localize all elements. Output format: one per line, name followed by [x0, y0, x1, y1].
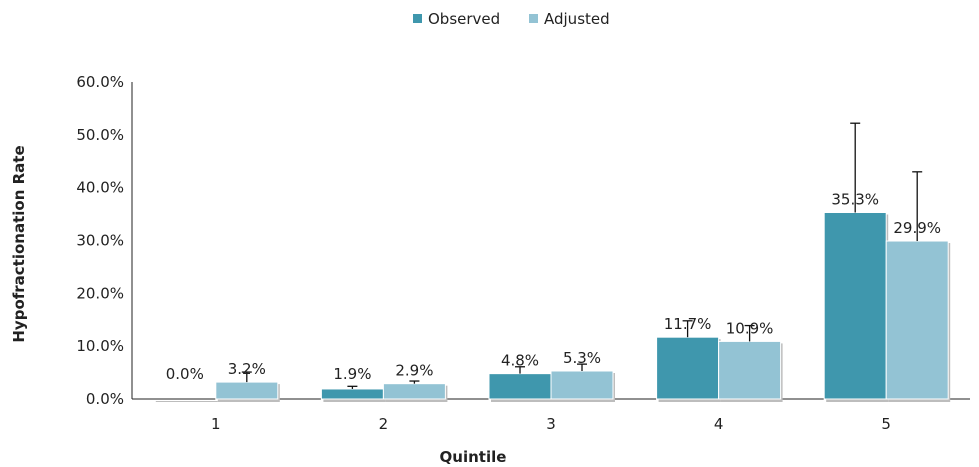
y-axis: 0.0% 10.0% 20.0% 30.0% 40.0% 50.0% 60.0% — [76, 73, 133, 408]
x-axis: 1 2 3 4 5 — [132, 398, 970, 433]
y-axis-title: Hypofractionation Rate — [10, 145, 28, 342]
y-tick-label: 20.0% — [76, 284, 124, 302]
x-tick-label: 3 — [546, 415, 556, 433]
y-tick-label: 10.0% — [76, 337, 124, 355]
data-label: 35.3% — [831, 190, 879, 208]
bar-adjusted — [885, 240, 949, 400]
y-tick-label: 30.0% — [76, 232, 124, 250]
y-tick-label: 50.0% — [76, 126, 124, 144]
data-label: 2.9% — [395, 362, 433, 380]
legend-swatch — [529, 14, 538, 23]
x-tick-label: 5 — [881, 415, 891, 433]
bar-observed — [823, 211, 887, 400]
data-label: 11.7% — [664, 315, 712, 333]
bar-shadow — [155, 401, 218, 402]
bars: 0.0% 1.9% 4.8% 11.7% 35.3% 3.2% 2.9% 5.3% 10.9% 2… — [155, 122, 951, 402]
bar-adjusted — [550, 370, 614, 400]
bar-adjusted — [382, 383, 446, 400]
data-label: 3.2% — [228, 360, 266, 378]
x-tick-label: 1 — [211, 415, 221, 433]
legend-label: Observed — [428, 10, 500, 28]
legend: Observed Adjusted — [413, 10, 610, 28]
x-tick-label: 2 — [379, 415, 389, 433]
legend-swatch — [413, 14, 422, 23]
data-label: 1.9% — [333, 365, 371, 383]
bar-adjusted — [718, 340, 782, 400]
data-label: 0.0% — [166, 365, 204, 383]
data-label: 10.9% — [726, 319, 774, 337]
bar-observed — [656, 336, 720, 400]
y-tick-label: 40.0% — [76, 179, 124, 197]
x-tick-label: 4 — [714, 415, 724, 433]
y-tick-label: 60.0% — [76, 73, 124, 91]
bar-observed — [488, 373, 552, 400]
data-label: 4.8% — [501, 352, 539, 370]
y-tick-label: 0.0% — [86, 390, 124, 408]
data-label: 29.9% — [893, 219, 941, 237]
bar-observed — [320, 388, 384, 400]
data-label: 5.3% — [563, 349, 601, 367]
x-axis-title: Quintile — [440, 448, 507, 466]
legend-label: Adjusted — [544, 10, 610, 28]
bar-adjusted — [215, 381, 279, 400]
